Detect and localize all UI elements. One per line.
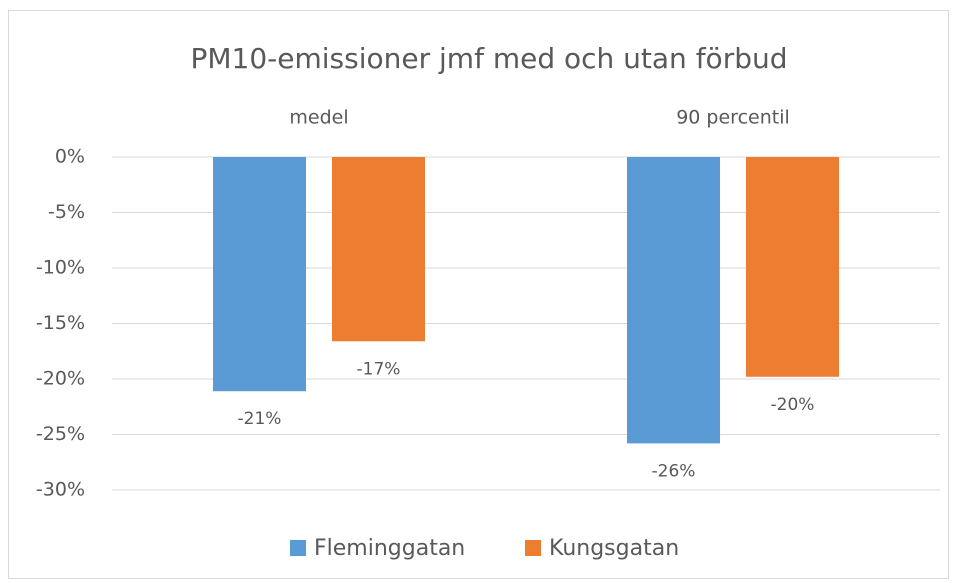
category-label: 90 percentil: [676, 107, 790, 129]
y-tick-label: -15%: [36, 312, 85, 334]
y-tick-label: -5%: [48, 201, 85, 223]
legend-label: Fleminggatan: [314, 536, 465, 561]
category-label: medel: [289, 107, 348, 129]
bar: [627, 157, 720, 444]
bar: [213, 157, 306, 392]
data-label: -21%: [238, 409, 282, 429]
y-tick-label: -25%: [36, 423, 85, 445]
data-label: -26%: [652, 461, 696, 481]
bar: [332, 157, 425, 342]
chart-title: PM10-emissioner jmf med och utan förbud: [190, 42, 787, 75]
y-tick-label: -30%: [36, 479, 85, 501]
legend-label: Kungsgatan: [549, 536, 679, 561]
data-label: -20%: [771, 395, 815, 415]
legend-swatch: [525, 540, 541, 556]
bar: [746, 157, 839, 377]
y-tick-label: -20%: [36, 368, 85, 390]
legend-swatch: [290, 540, 306, 556]
y-tick-label: 0%: [55, 146, 85, 168]
data-label: -17%: [357, 359, 401, 379]
y-tick-label: -10%: [36, 257, 85, 279]
